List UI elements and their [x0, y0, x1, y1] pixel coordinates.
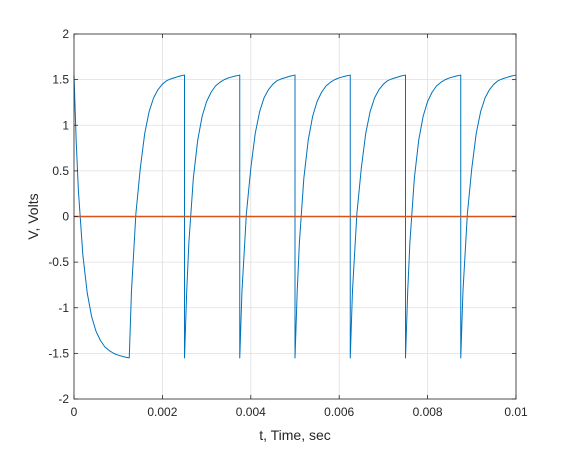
y-tick-label: -1: [58, 301, 69, 315]
y-tick-label: -0.5: [48, 255, 69, 269]
y-tick-label: -2: [58, 392, 69, 406]
y-tick-label: 2: [62, 27, 69, 41]
series-1-line: [73, 74, 517, 359]
x-tick-label: 0: [71, 405, 78, 419]
x-tick-label: 0.004: [236, 405, 266, 419]
x-tick-label: 0.01: [504, 405, 528, 419]
x-tick-label: 0.008: [413, 405, 443, 419]
y-tick-label: 1: [62, 118, 69, 132]
y-tick-label: 1.5: [52, 73, 69, 87]
y-axis-label: V, Volts: [25, 193, 41, 239]
ticks: 0 0.002 0.004 0.006 0.008 0.01 -2 -1.5 -1 -0.5 0 0.…: [48, 27, 528, 419]
y-tick-label: 0.5: [52, 164, 69, 178]
y-tick-label: -1.5: [48, 346, 69, 360]
x-tick-label: 0.006: [324, 405, 354, 419]
series-layer: [73, 74, 517, 359]
x-axis-label: t, Time, sec: [259, 427, 331, 443]
x-tick-label: 0.002: [147, 405, 177, 419]
y-tick-label: 0: [62, 210, 69, 224]
